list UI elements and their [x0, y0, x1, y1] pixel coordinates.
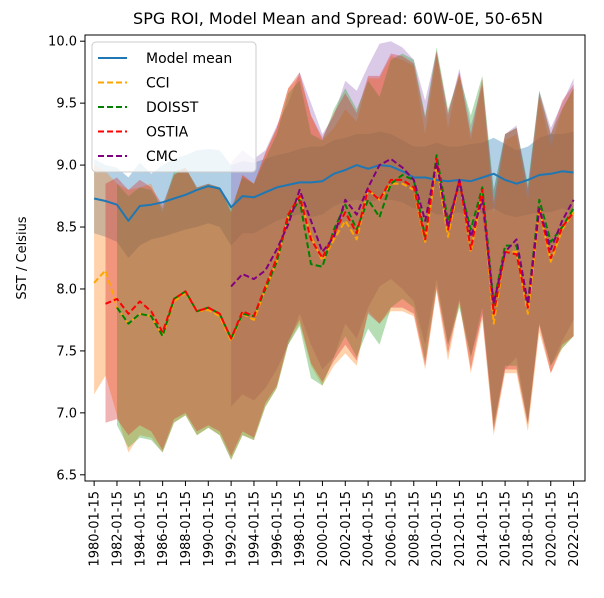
line-cmc: [230, 157, 575, 305]
band-cci: [94, 53, 574, 460]
x-tick-label: 1988-01-15: [179, 491, 194, 567]
x-tick-label: 1996-01-15: [270, 491, 285, 567]
x-tick-label: 2012-01-15: [453, 491, 468, 567]
series-lines: [93, 154, 575, 342]
y-tick-label: 8.5: [56, 221, 77, 236]
y-axis-label: SST / Celsius: [15, 216, 30, 299]
legend: Model mean CCI DOISST OSTIA CMC: [91, 41, 257, 173]
line-model-mean: [93, 164, 574, 222]
y-tick-label: 6.5: [56, 468, 77, 483]
legend-label: OSTIA: [146, 125, 189, 141]
line-cci: [93, 164, 575, 342]
x-tick-label: 2006-01-15: [384, 491, 399, 567]
y-tick-label: 8.0: [56, 282, 77, 297]
x-tick-label: 1994-01-15: [247, 491, 262, 567]
chart-title: SPG ROI, Model Mean and Spread: 60W-0E, …: [133, 9, 543, 28]
x-tick-label: 2004-01-15: [362, 491, 377, 567]
x-tick-label: 2018-01-15: [521, 491, 536, 567]
line-ostia: [105, 157, 575, 340]
x-tick-label: 1982-01-15: [111, 491, 126, 567]
x-tick-label: 1980-01-15: [88, 491, 103, 567]
plot-frame: [84, 34, 586, 482]
x-tick-label: 2010-01-15: [430, 491, 445, 567]
spread-bands: [94, 41, 574, 460]
x-tick-label: 1992-01-15: [225, 491, 240, 567]
y-axis: 6.5 7.0 7.5 8.0 8.5 9.0 9.5 10.0: [48, 35, 85, 483]
y-tick-label: 7.0: [56, 406, 77, 421]
legend-label: CMC: [146, 149, 178, 165]
x-tick-label: 1990-01-15: [202, 491, 217, 567]
x-axis: 1980-01-15 1982-01-15 1984-01-15 1986-01-15…: [88, 481, 582, 567]
band-cmc: [231, 41, 574, 423]
y-tick-label: 7.5: [56, 344, 77, 359]
x-tick-label: 2016-01-15: [499, 491, 514, 567]
x-tick-label: 2022-01-15: [567, 491, 582, 567]
y-tick-label: 9.0: [56, 159, 77, 174]
x-tick-label: 1984-01-15: [133, 491, 148, 567]
x-tick-label: 1998-01-15: [293, 491, 308, 567]
x-tick-label: 2002-01-15: [339, 491, 354, 567]
band-ostia: [105, 51, 574, 457]
legend-box: [91, 41, 257, 173]
legend-label: CCI: [146, 76, 170, 92]
x-tick-label: 2020-01-15: [544, 491, 559, 567]
legend-label: DOISST: [146, 100, 199, 116]
x-tick-label: 2008-01-15: [407, 491, 422, 567]
band-doisst: [117, 47, 574, 460]
x-tick-label: 2000-01-15: [316, 491, 331, 567]
legend-label: Model mean: [146, 51, 232, 67]
line-doisst: [116, 154, 575, 340]
x-tick-label: 1986-01-15: [156, 491, 171, 567]
y-tick-label: 9.5: [56, 97, 77, 112]
x-tick-label: 2014-01-15: [476, 491, 491, 567]
y-tick-label: 10.0: [48, 35, 77, 50]
